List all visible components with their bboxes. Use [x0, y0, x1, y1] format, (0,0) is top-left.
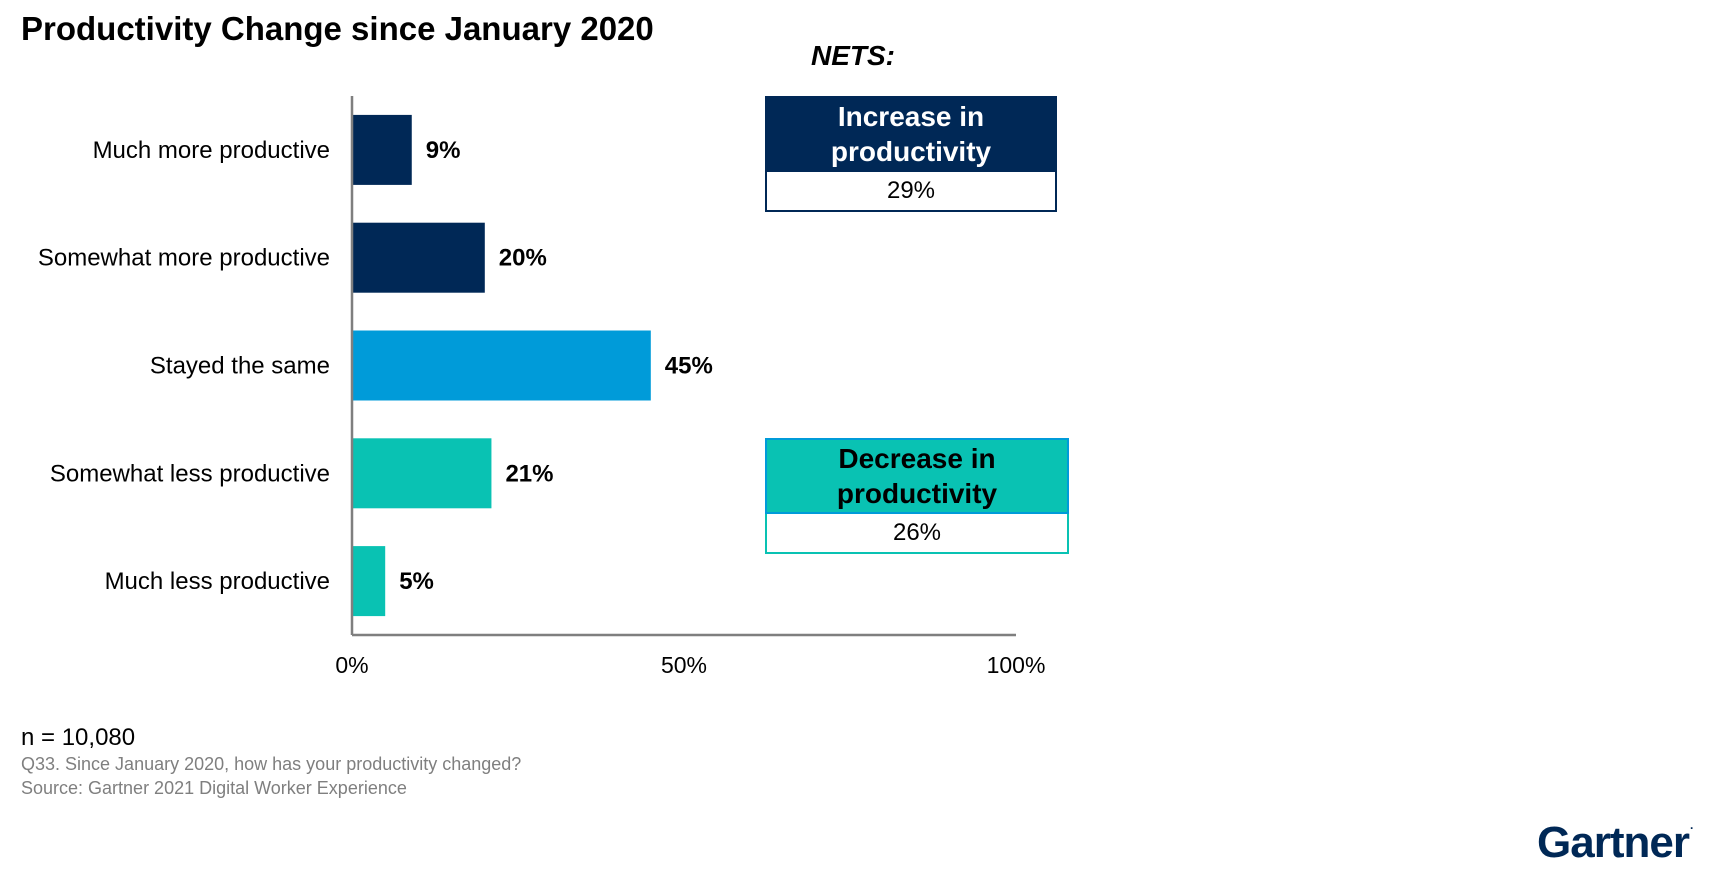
nets-heading: NETS: [811, 40, 895, 71]
bar-1 [352, 222, 485, 293]
bar-chart: Much more productive 9% Somewhat more prod… [38, 96, 1046, 678]
value-label: 21% [505, 460, 553, 487]
value-label: 20% [499, 245, 547, 272]
x-tick-label: 50% [661, 652, 707, 678]
brand-mark: . [1689, 818, 1694, 832]
gartner-logo: Gartner. [1537, 818, 1694, 868]
net-decrease-box: Decrease in productivity 26% [765, 438, 1069, 554]
category-label: Stayed the same [150, 353, 330, 380]
net-increase-label: Increase in productivity [765, 96, 1057, 172]
sample-size-note: n = 10,080 [21, 724, 136, 751]
net-increase-value: 29% [765, 172, 1057, 212]
x-tick-label: 100% [987, 652, 1046, 678]
category-label: Somewhat less productive [50, 460, 330, 487]
question-note: Q33. Since January 2020, how has your pr… [21, 754, 522, 774]
net-decrease-value: 26% [765, 514, 1069, 554]
brand-name: Gartner [1537, 818, 1690, 867]
net-decrease-label: Decrease in productivity [765, 438, 1069, 514]
value-label: 45% [665, 353, 713, 380]
bar-2 [352, 330, 651, 401]
bar-0 [352, 114, 412, 185]
net-increase-box: Increase in productivity 29% [765, 96, 1057, 212]
bar-4 [352, 546, 386, 617]
category-label: Somewhat more productive [38, 245, 330, 272]
category-label: Much less productive [105, 568, 330, 595]
value-label: 5% [399, 568, 434, 595]
x-tick-label: 0% [335, 652, 368, 678]
value-label: 9% [426, 137, 461, 164]
source-note: Source: Gartner 2021 Digital Worker Expe… [21, 778, 407, 798]
category-label: Much more productive [93, 137, 330, 164]
chart-title: Productivity Change since January 2020 [21, 10, 654, 47]
bar-3 [352, 438, 492, 509]
